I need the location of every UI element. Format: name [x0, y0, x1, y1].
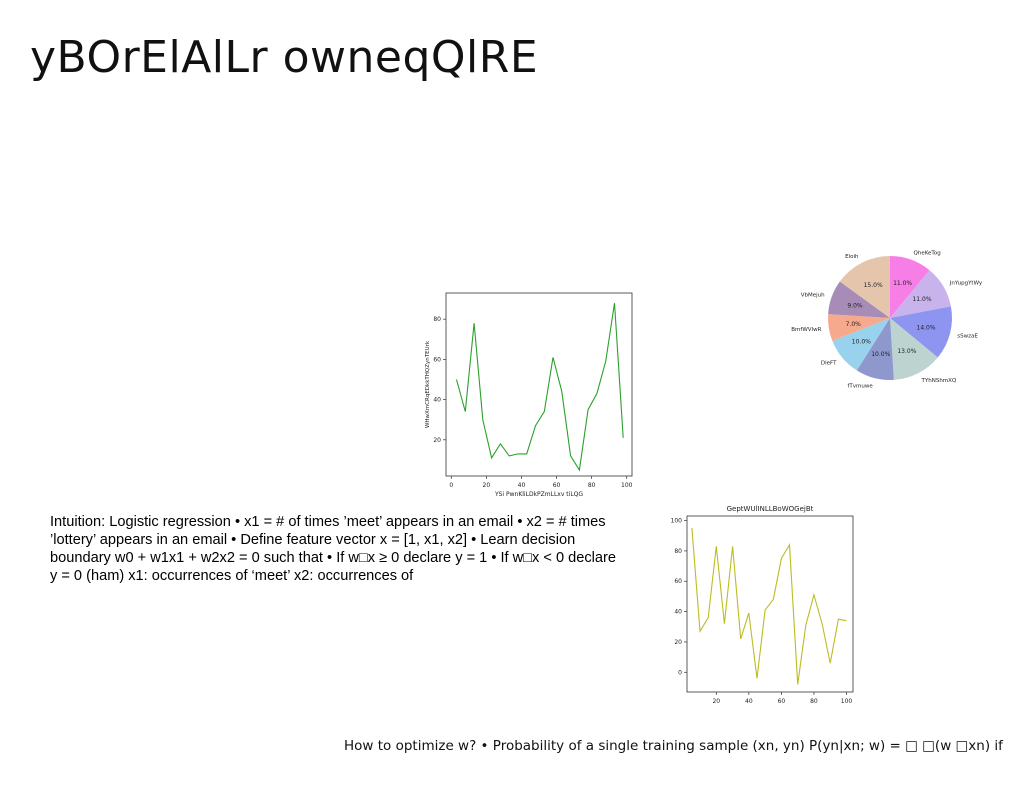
slice-label: TYhNShmXQ — [921, 378, 957, 384]
pie-slice — [890, 270, 951, 318]
slice-label: DleFT — [821, 360, 837, 366]
x-tick-label: 80 — [588, 482, 596, 489]
x-tick-label: 60 — [553, 482, 561, 489]
y-tick-label: 60 — [674, 578, 682, 585]
pie-slice — [856, 318, 894, 381]
y-tick-label: 0 — [678, 669, 682, 676]
series-line — [691, 528, 847, 685]
x-tick-label: 20 — [483, 482, 491, 489]
pie-slice — [839, 256, 890, 318]
pie-slice — [890, 306, 952, 358]
green-line-chart: 0 20 40 60 80 100 20 40 60 80 YSi PwnKliLDkPZmLLxv… — [425, 292, 633, 498]
footer-text: How to optimize w? • Probability of a si… — [344, 738, 1003, 754]
slice-percent: 9.0% — [847, 302, 863, 309]
y-tick-label: 40 — [674, 609, 682, 616]
y-tick-label: 100 — [671, 518, 683, 525]
x-tick-label: 20 — [712, 698, 720, 705]
slice-label: QheKeTog — [914, 251, 941, 257]
series-line — [455, 303, 624, 472]
pie-slice — [890, 318, 938, 380]
slice-label: VbMejuh — [801, 292, 825, 298]
pie-slice — [832, 318, 890, 371]
x-tick-label: 40 — [518, 482, 526, 489]
slice-percent: 11.0% — [912, 296, 931, 303]
plot-frame — [445, 292, 633, 477]
chart-title: GeptWUlINLLBoWOGejBt — [727, 505, 814, 513]
x-axis-label: YSi PwnKliLDkPZmLLxv tiLQG — [494, 491, 583, 498]
slice-label: BmfWVlwR — [791, 327, 821, 333]
slice-label: Eloih — [845, 254, 859, 260]
x-tick-label: 100 — [841, 698, 853, 705]
slice-percent: 15.0% — [864, 282, 883, 289]
y-tick-label: 20 — [433, 437, 441, 444]
x-tick-label: 0 — [449, 482, 453, 489]
pie-slice — [890, 256, 930, 318]
slice-percent: 14.0% — [917, 324, 936, 331]
slice-label: fTvmuwe — [847, 383, 873, 389]
x-tick-label: 80 — [810, 698, 818, 705]
pie-chart: 11.0% QheKeTog 11.0% JnYupgYtWy 14.0% sSwzaE 1… — [791, 251, 983, 390]
slice-percent: 13.0% — [897, 348, 916, 355]
y-tick-label: 20 — [674, 639, 682, 646]
slice-percent: 7.0% — [846, 321, 862, 328]
slice-percent: 11.0% — [893, 280, 912, 287]
olive-line-chart: 20 40 60 80 100 0 20 40 60 80 100 GeptWUlINLLBoWOGe… — [671, 505, 854, 705]
x-tick-label: 100 — [621, 482, 633, 489]
slice-label: sSwzaE — [957, 333, 978, 339]
x-tick-label: 60 — [778, 698, 786, 705]
body-paragraph: Intuition: Logistic regression • x1 = # … — [50, 514, 616, 584]
pie-slice — [827, 314, 890, 341]
y-tick-label: 80 — [433, 316, 441, 323]
slice-percent: 10.0% — [852, 339, 871, 346]
y-axis-label: WHwXmCRqEDkkTHQZynTEUrk — [425, 340, 431, 428]
pie-slice — [828, 281, 890, 318]
y-tick-label: 60 — [433, 356, 441, 363]
y-tick-label: 80 — [674, 548, 682, 555]
x-tick-label: 40 — [745, 698, 753, 705]
plot-frame — [686, 515, 854, 693]
page-title: yBOrElAlLr owneqQlRE — [30, 32, 539, 83]
slice-label: JnYupgYtWy — [949, 281, 983, 287]
slice-percent: 10.0% — [871, 351, 890, 358]
y-tick-label: 40 — [433, 397, 441, 404]
